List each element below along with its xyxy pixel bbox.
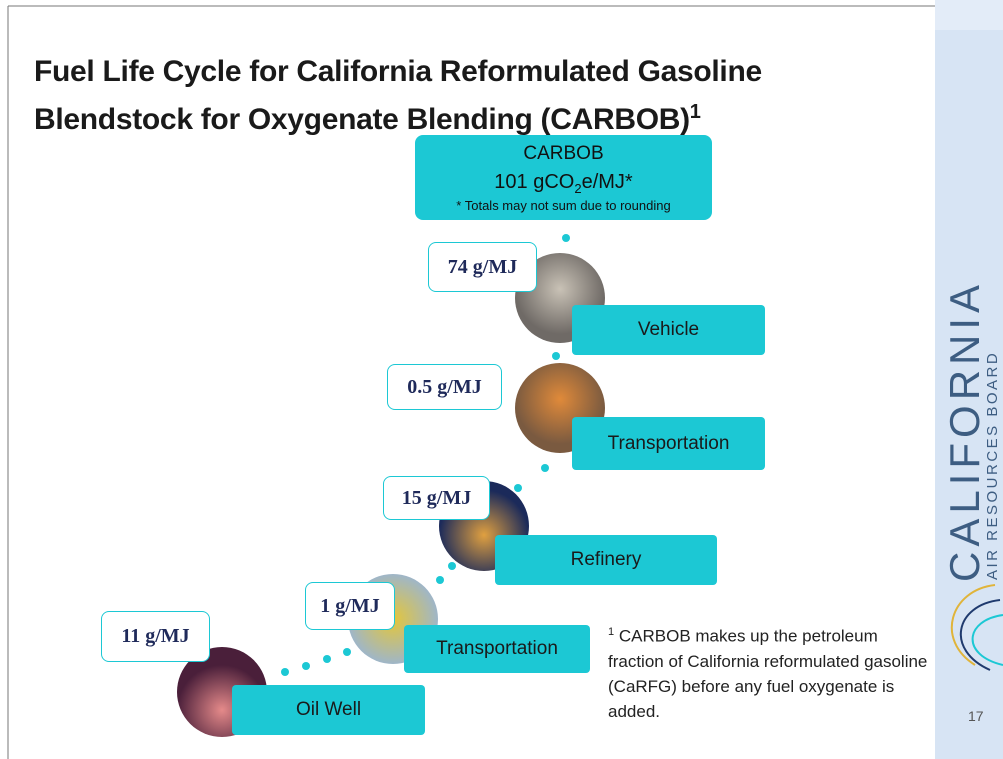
stage-value: 74 g/MJ — [428, 242, 537, 292]
total-intensity: 101 gCO2e/MJ* — [415, 171, 712, 196]
footnote-text: CARBOB makes up the petroleum fraction o… — [608, 627, 927, 721]
stage-label: Transportation — [404, 625, 590, 673]
stage-label: Vehicle — [572, 305, 765, 355]
total-name: CARBOB — [415, 143, 712, 165]
stage-label: Oil Well — [232, 685, 425, 735]
page-number: 17 — [968, 708, 984, 724]
footnote-marker: 1 — [608, 626, 614, 638]
stage-label: Transportation — [572, 417, 765, 470]
title-text: Fuel Life Cycle for California Reformula… — [34, 55, 762, 136]
intensity-text: 101 gCO — [494, 171, 574, 193]
stage-value: 15 g/MJ — [383, 476, 490, 520]
logo-sub: AIR RESOURCES BOARD — [984, 351, 1002, 580]
total-box: CARBOB 101 gCO2e/MJ* * Totals may not su… — [415, 135, 712, 220]
stage-value: 0.5 g/MJ — [387, 364, 502, 410]
slide: {"header": {"title": "Fuel Life Cycle fo… — [0, 0, 1003, 759]
stage-value: 1 g/MJ — [305, 582, 395, 630]
total-note: * Totals may not sum due to rounding — [415, 198, 712, 213]
intensity-text: e/MJ* — [582, 171, 633, 193]
stage-label: Refinery — [495, 535, 717, 585]
intensity-sub: 2 — [574, 181, 581, 196]
sidebar-top — [935, 0, 1003, 30]
title-note: 1 — [690, 101, 701, 123]
slide-title: Fuel Life Cycle for California Reformula… — [34, 52, 894, 140]
footnote: 1 CARBOB makes up the petroleum fraction… — [608, 620, 928, 724]
logo-main: CALIFORNIA — [943, 280, 987, 582]
stage-value: 11 g/MJ — [101, 611, 210, 662]
